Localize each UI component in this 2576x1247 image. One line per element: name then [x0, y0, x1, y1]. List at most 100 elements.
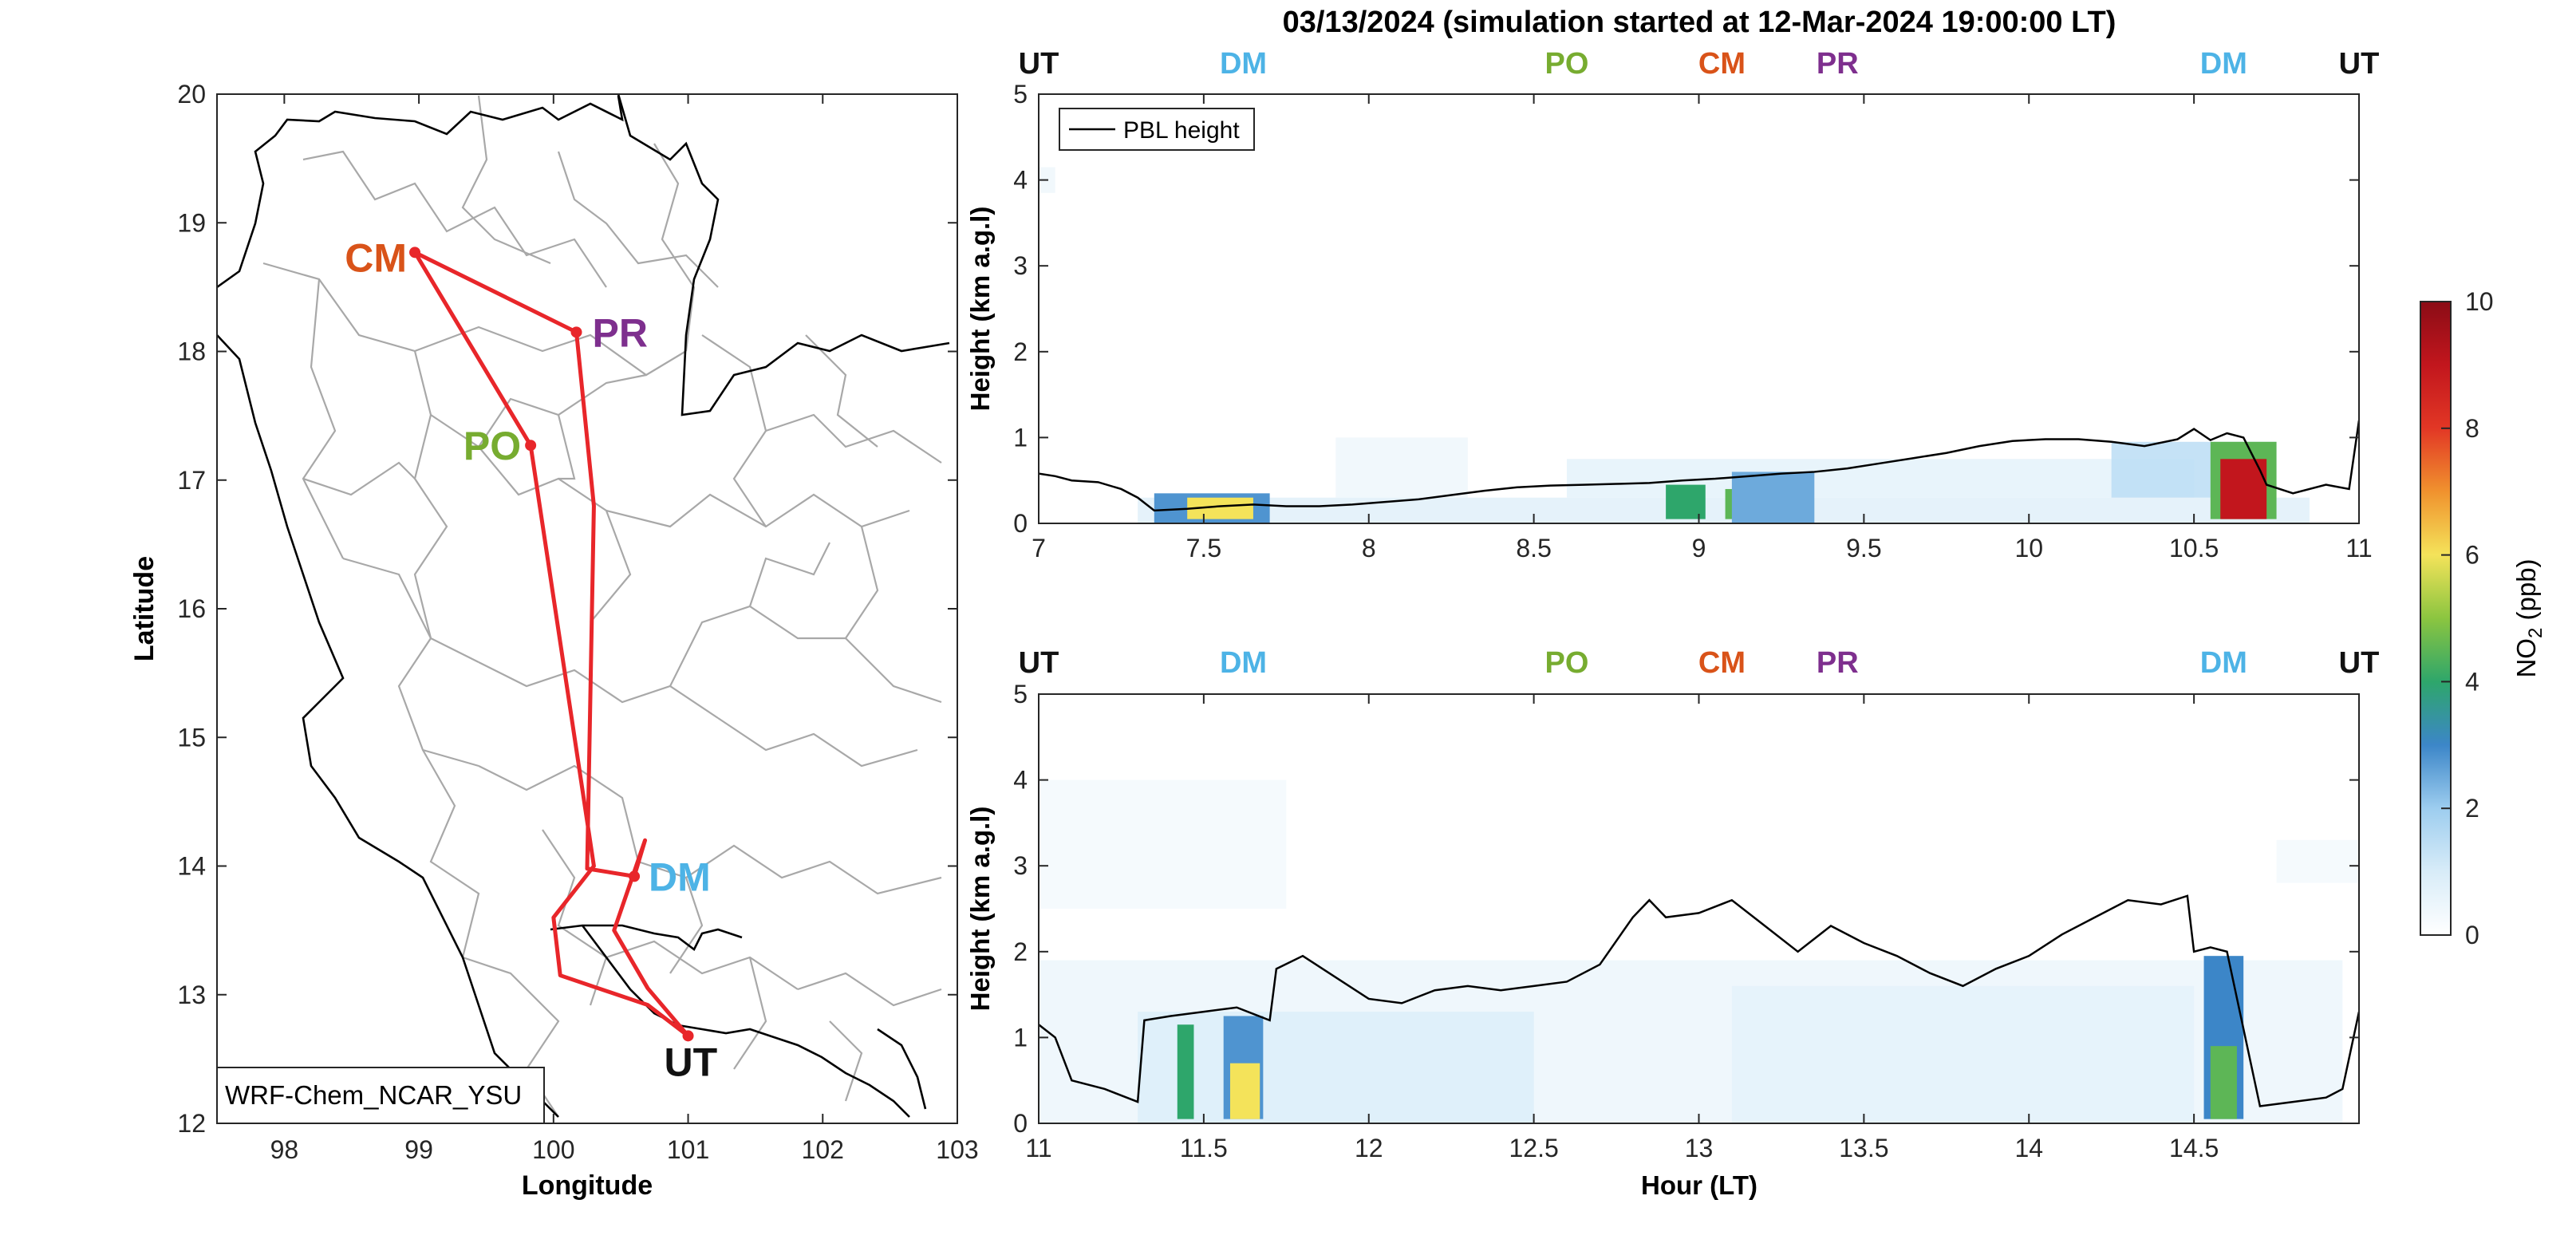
ytick-label: 2	[1013, 337, 1028, 366]
ytick-label: 5	[1013, 680, 1028, 708]
no2-cell	[2276, 839, 2359, 883]
site-label-ut: UT	[2339, 646, 2380, 680]
map-ytick-label: 16	[177, 594, 206, 623]
no2-cell	[1138, 1012, 1534, 1123]
site-label-ut: UT	[2339, 47, 2380, 81]
xtick-label: 12.5	[1509, 1134, 1558, 1162]
no2-cell	[2210, 1046, 2237, 1119]
site-label-dm: DM	[2200, 646, 2247, 680]
xlabel-2: Hour (LT)	[1641, 1170, 1757, 1200]
xtick-label: 11	[2345, 534, 2372, 562]
site-label-ut: UT	[1019, 47, 1059, 81]
xtick-label: 10	[2014, 534, 2043, 562]
xtick-label: 11.5	[1180, 1134, 1228, 1162]
map-ytick-label: 15	[177, 723, 206, 752]
model-label-box: WRF-Chem_NCAR_YSU	[216, 1067, 545, 1124]
ytick-label: 2	[1013, 937, 1028, 966]
ytick-label: 3	[1013, 251, 1028, 280]
axes-ticks-1: 7 7.5 8 8.5 9 9.5 10 10.5 11 0 1 2 3 4 5	[1013, 80, 2372, 562]
map-axes-box	[216, 93, 958, 1124]
site-label-po: PO	[1545, 646, 1589, 680]
map-ytick-label: 17	[177, 466, 206, 495]
site-label-dm: DM	[1220, 646, 1267, 680]
xtick-label: 13.5	[1839, 1134, 1888, 1162]
site-label-ut: UT	[1019, 646, 1059, 680]
colorbar-tick-label: 0	[2465, 921, 2479, 949]
map-ytick-label: 14	[177, 852, 206, 881]
map-ytick-label: 18	[177, 337, 206, 366]
figure-title: 03/13/2024 (simulation started at 12-Mar…	[1283, 6, 2116, 39]
legend-label: PBL height	[1123, 117, 1240, 144]
colorbar-tick-label: 8	[2465, 414, 2479, 443]
no2-cell	[1731, 985, 2195, 1123]
map-borders	[217, 94, 950, 1118]
map-xtick-label: 100	[532, 1135, 574, 1164]
site-markers: CM PR PO DM UT	[345, 235, 717, 1084]
colorbar-tick-label: 2	[2465, 794, 2479, 823]
map-ytick-label: 19	[177, 208, 206, 237]
site-marker-po	[525, 440, 537, 452]
no2-cell	[1138, 497, 2310, 523]
site-marker-dm	[629, 870, 641, 882]
map-ylabel: Latitude	[129, 556, 160, 661]
country-border	[217, 94, 950, 1118]
no2-cell	[1666, 484, 1706, 519]
map-xtick-label: 99	[404, 1135, 433, 1164]
xtick-label: 12	[1355, 1134, 1383, 1162]
no2-cell	[1177, 1024, 1194, 1119]
site-labels-1: UT DM PO CM PR DM UT	[1019, 47, 2380, 81]
site-label-cm: CM	[345, 235, 407, 280]
no2-cell	[1229, 1063, 1260, 1119]
legend: PBL height	[1059, 108, 1255, 151]
colorbar: 0 2 4 6 8 10 NO2 (ppb)	[2420, 287, 2546, 949]
ytick-label: 1	[1013, 423, 1028, 452]
xtick-label: 7.5	[1186, 534, 1221, 562]
site-labels-2: UT DM PO CM PR DM UT	[1019, 646, 2380, 680]
xtick-label: 9.5	[1846, 534, 1881, 562]
xtick-label: 11	[1025, 1134, 1051, 1162]
site-label-cm: CM	[1698, 646, 1746, 680]
site-label-dm: DM	[2200, 47, 2247, 81]
site-label-po: PO	[1545, 47, 1589, 81]
ytick-label: 5	[1013, 80, 1028, 109]
ytick-label: 0	[1013, 509, 1028, 538]
ytick-label: 0	[1013, 1109, 1028, 1138]
colorbar-tick-label: 4	[2465, 667, 2479, 696]
no2-cell	[1731, 472, 1815, 523]
colorbar-label: NO2 (ppb)	[2511, 558, 2546, 677]
site-label-pr: PR	[1817, 47, 1859, 81]
map-ytick-label: 13	[177, 981, 206, 1009]
xtick-label: 8	[1362, 534, 1376, 562]
site-label-po: PO	[464, 424, 521, 468]
site-label-pr: PR	[1817, 646, 1859, 680]
xtick-label: 9	[1692, 534, 1706, 562]
map-ticks: 98 99 100 101 102 103 12 13 14 15 16 17 18 19 20	[177, 80, 978, 1164]
ylabel-1: Height (km a.g.l)	[965, 207, 995, 412]
colorbar-gradient	[2420, 301, 2452, 936]
site-marker-cm	[409, 247, 421, 258]
site-marker-pr	[570, 326, 582, 338]
site-label-cm: CM	[1698, 47, 1746, 81]
xtick-label: 7	[1032, 534, 1046, 562]
pbl-height-line-2	[1039, 894, 2359, 1107]
colorbar-tick-label: 6	[2465, 541, 2479, 570]
flight-route	[412, 250, 690, 1038]
xtick-label: 8.5	[1516, 534, 1551, 562]
ytick-label: 4	[1013, 766, 1028, 795]
pbl-height-line-1	[1039, 420, 2359, 512]
ylabel-2: Height (km a.g.l)	[965, 807, 995, 1012]
map-xtick-label: 102	[802, 1135, 844, 1164]
no2-cell	[1335, 437, 1468, 498]
map-panel: 98 99 100 101 102 103 12 13 14 15 16 17 18 19 20 Longi…	[129, 80, 979, 1201]
model-label: WRF-Chem_NCAR_YSU	[225, 1080, 522, 1110]
xtick-label: 14.5	[2169, 1134, 2219, 1162]
colorbar-tick-label: 10	[2465, 287, 2494, 316]
xtick-label: 14	[2014, 1134, 2043, 1162]
no2-field-1	[1039, 167, 2310, 523]
map-ytick-label: 20	[177, 80, 206, 109]
site-label-pr: PR	[593, 310, 648, 355]
no2-cell	[1039, 779, 1287, 909]
